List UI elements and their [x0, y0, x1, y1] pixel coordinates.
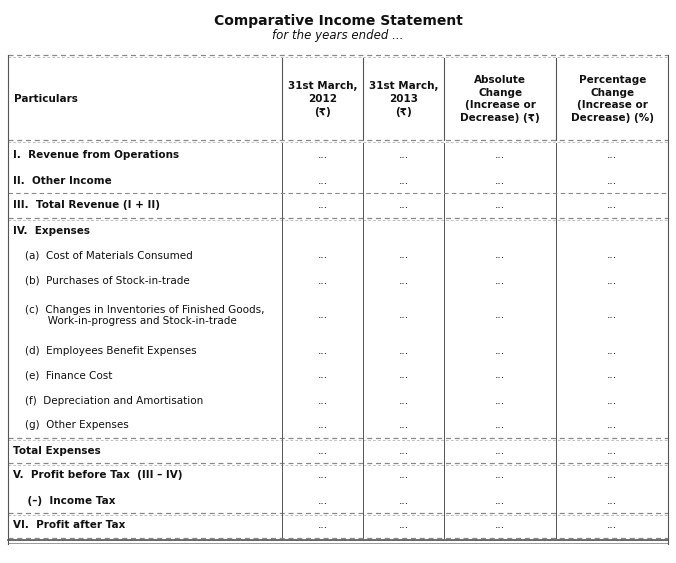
Text: VI.  Profit after Tax: VI. Profit after Tax — [13, 521, 125, 530]
Text: ...: ... — [607, 251, 617, 261]
Text: ...: ... — [399, 176, 409, 185]
Text: ...: ... — [318, 176, 328, 185]
Text: ...: ... — [607, 370, 617, 381]
Text: III.  Total Revenue (I + II): III. Total Revenue (I + II) — [13, 200, 160, 211]
Text: ...: ... — [607, 395, 617, 405]
Text: 31st March,
2013
(₹): 31st March, 2013 (₹) — [369, 81, 439, 117]
Text: 31st March,
2012
(₹): 31st March, 2012 (₹) — [288, 81, 357, 117]
Text: ...: ... — [399, 251, 409, 261]
Text: ...: ... — [399, 421, 409, 431]
Text: ...: ... — [607, 495, 617, 506]
Text: ...: ... — [496, 521, 506, 530]
Text: Comparative Income Statement: Comparative Income Statement — [214, 14, 462, 28]
Text: ...: ... — [318, 150, 328, 160]
Text: ...: ... — [318, 445, 328, 455]
Text: ...: ... — [496, 251, 506, 261]
Text: ...: ... — [496, 275, 506, 285]
Text: (–)  Income Tax: (–) Income Tax — [13, 495, 116, 506]
Text: (f)  Depreciation and Amortisation: (f) Depreciation and Amortisation — [25, 395, 203, 405]
Text: ...: ... — [607, 311, 617, 320]
Text: (e)  Finance Cost: (e) Finance Cost — [25, 370, 112, 381]
Text: Particulars: Particulars — [14, 94, 78, 104]
Text: (g)  Other Expenses: (g) Other Expenses — [25, 421, 128, 431]
Text: ...: ... — [318, 495, 328, 506]
Text: ...: ... — [496, 370, 506, 381]
Text: Percentage
Change
(Increase or
Decrease) (%): Percentage Change (Increase or Decrease)… — [571, 75, 654, 123]
Text: Absolute
Change
(Increase or
Decrease) (₹): Absolute Change (Increase or Decrease) (… — [460, 75, 540, 123]
Text: ...: ... — [607, 346, 617, 355]
Text: ...: ... — [318, 251, 328, 261]
Text: ...: ... — [496, 421, 506, 431]
Text: (a)  Cost of Materials Consumed: (a) Cost of Materials Consumed — [25, 251, 193, 261]
Text: ...: ... — [399, 445, 409, 455]
Text: ...: ... — [607, 521, 617, 530]
Text: ...: ... — [318, 471, 328, 480]
Text: (b)  Purchases of Stock-in-trade: (b) Purchases of Stock-in-trade — [25, 275, 190, 285]
Text: ...: ... — [607, 200, 617, 211]
Text: ...: ... — [399, 346, 409, 355]
Text: ...: ... — [607, 445, 617, 455]
Text: ...: ... — [399, 311, 409, 320]
Text: ...: ... — [496, 311, 506, 320]
Text: ...: ... — [399, 521, 409, 530]
Text: ...: ... — [318, 521, 328, 530]
Text: Total Expenses: Total Expenses — [13, 445, 101, 455]
Text: ...: ... — [318, 395, 328, 405]
Text: (c)  Changes in Inventories of Finished Goods,
       Work-in-progress and Stock: (c) Changes in Inventories of Finished G… — [25, 305, 264, 327]
Text: ...: ... — [399, 395, 409, 405]
Text: ...: ... — [607, 421, 617, 431]
Text: ...: ... — [318, 200, 328, 211]
Text: ...: ... — [607, 150, 617, 160]
Text: ...: ... — [318, 275, 328, 285]
Text: ...: ... — [496, 346, 506, 355]
Text: ...: ... — [496, 150, 506, 160]
Text: ...: ... — [399, 471, 409, 480]
Text: ...: ... — [496, 176, 506, 185]
Text: IV.  Expenses: IV. Expenses — [13, 226, 90, 235]
Text: ...: ... — [496, 445, 506, 455]
Text: ...: ... — [399, 495, 409, 506]
Text: ...: ... — [496, 495, 506, 506]
Text: ...: ... — [318, 311, 328, 320]
Text: (d)  Employees Benefit Expenses: (d) Employees Benefit Expenses — [25, 346, 197, 355]
Text: ...: ... — [496, 471, 506, 480]
Text: II.  Other Income: II. Other Income — [13, 176, 112, 185]
Text: ...: ... — [607, 275, 617, 285]
Text: ...: ... — [399, 150, 409, 160]
Text: ...: ... — [496, 395, 506, 405]
Text: ...: ... — [318, 370, 328, 381]
Text: ...: ... — [318, 346, 328, 355]
Text: I.  Revenue from Operations: I. Revenue from Operations — [13, 150, 179, 160]
Text: ...: ... — [318, 421, 328, 431]
Text: ...: ... — [607, 176, 617, 185]
Text: ...: ... — [607, 471, 617, 480]
Text: ...: ... — [496, 200, 506, 211]
Text: V.  Profit before Tax  (III – IV): V. Profit before Tax (III – IV) — [13, 471, 183, 480]
Text: ...: ... — [399, 275, 409, 285]
Text: ...: ... — [399, 370, 409, 381]
Text: for the years ended ...: for the years ended ... — [272, 29, 404, 42]
Text: ...: ... — [399, 200, 409, 211]
